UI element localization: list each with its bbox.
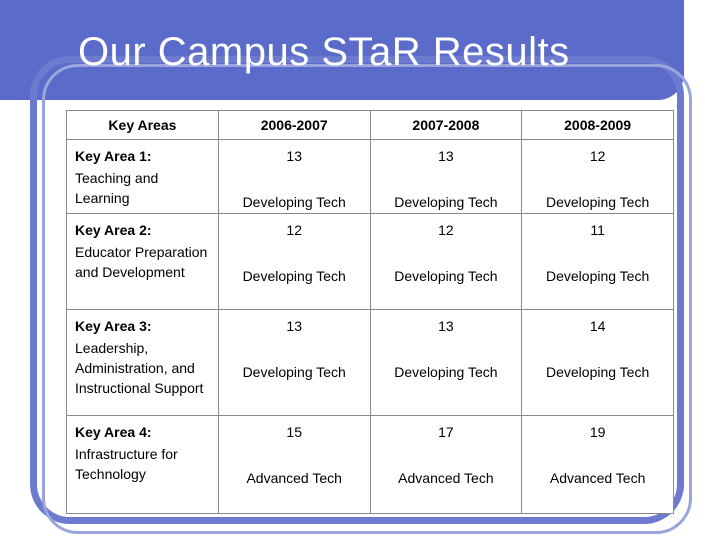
key-area-description: Educator Preparation and Development: [75, 244, 208, 280]
score-cell: 13 Developing Tech: [217, 139, 371, 214]
key-area-description: Infrastructure for Technology: [75, 446, 178, 482]
score-level: Developing Tech: [545, 364, 650, 380]
key-area-cell: Key Area 3: Leadership, Administration, …: [66, 309, 219, 416]
title-band: [0, 0, 684, 100]
score-cell: 11 Developing Tech: [521, 213, 674, 310]
score-cell: 12 Developing Tech: [369, 213, 523, 310]
score-level: Advanced Tech: [246, 470, 342, 486]
header-2008-2009: 2008-2009: [521, 110, 674, 140]
score-level: Developing Tech: [545, 268, 650, 284]
score-level: Advanced Tech: [398, 470, 494, 486]
key-area-name: Key Area 3:: [75, 318, 152, 334]
key-area-description: Leadership, Administration, and Instruct…: [75, 340, 204, 396]
score-value: 13: [286, 318, 302, 334]
table-header-row: Key Areas 2006-2007 2007-2008 2008-2009: [66, 110, 674, 140]
score-cell: 15 Advanced Tech: [217, 415, 371, 514]
table-row: Key Area 2: Educator Preparation and Dev…: [66, 213, 674, 310]
header-2006-2007: 2006-2007: [217, 110, 371, 140]
score-level: Developing Tech: [242, 364, 346, 380]
slide-frame-inner: [42, 64, 692, 534]
score-cell: 14 Developing Tech: [521, 309, 674, 416]
score-value: 12: [589, 148, 606, 164]
key-area-cell: Key Area 2: Educator Preparation and Dev…: [66, 213, 219, 310]
score-value: 15: [286, 424, 302, 440]
score-value: 11: [590, 222, 605, 238]
slide-frame: [30, 56, 684, 524]
score-level: Developing Tech: [394, 268, 498, 284]
star-results-table: Key Areas 2006-2007 2007-2008 2008-2009 …: [66, 110, 674, 514]
score-value: 13: [438, 318, 454, 334]
score-value: 19: [589, 424, 606, 440]
header-key-areas: Key Areas: [66, 110, 219, 140]
score-value: 12: [438, 222, 454, 238]
key-area-description: Teaching and Learning: [75, 170, 159, 206]
score-level: Developing Tech: [242, 268, 346, 284]
score-level: Developing Tech: [545, 194, 650, 210]
key-area-name: Key Area 1:: [75, 148, 152, 164]
score-level: Developing Tech: [394, 194, 498, 210]
score-value: 13: [438, 148, 454, 164]
score-cell: 12 Developing Tech: [521, 139, 674, 214]
score-cell: 13 Developing Tech: [369, 309, 523, 416]
score-cell: 13 Developing Tech: [217, 309, 371, 416]
table-row: Key Area 1: Teaching and Learning 13 Dev…: [66, 139, 674, 214]
header-2007-2008: 2007-2008: [369, 110, 523, 140]
key-area-cell: Key Area 1: Teaching and Learning: [66, 139, 219, 214]
score-cell: 12 Developing Tech: [217, 213, 371, 310]
key-area-cell: Key Area 4: Infrastructure for Technolog…: [66, 415, 219, 514]
score-level: Advanced Tech: [549, 470, 646, 486]
table-row: Key Area 3: Leadership, Administration, …: [66, 309, 674, 416]
score-level: Developing Tech: [242, 194, 346, 210]
score-cell: 17 Advanced Tech: [369, 415, 523, 514]
score-value: 14: [589, 318, 606, 334]
score-value: 12: [286, 222, 302, 238]
key-area-name: Key Area 4:: [75, 424, 152, 440]
score-value: 13: [286, 148, 302, 164]
table-row: Key Area 4: Infrastructure for Technolog…: [66, 415, 674, 514]
score-level: Developing Tech: [394, 364, 498, 380]
score-value: 17: [438, 424, 454, 440]
key-area-name: Key Area 2:: [75, 222, 152, 238]
score-cell: 13 Developing Tech: [369, 139, 523, 214]
slide-title: Our Campus STaR Results: [78, 30, 570, 74]
score-cell: 19 Advanced Tech: [521, 415, 674, 514]
